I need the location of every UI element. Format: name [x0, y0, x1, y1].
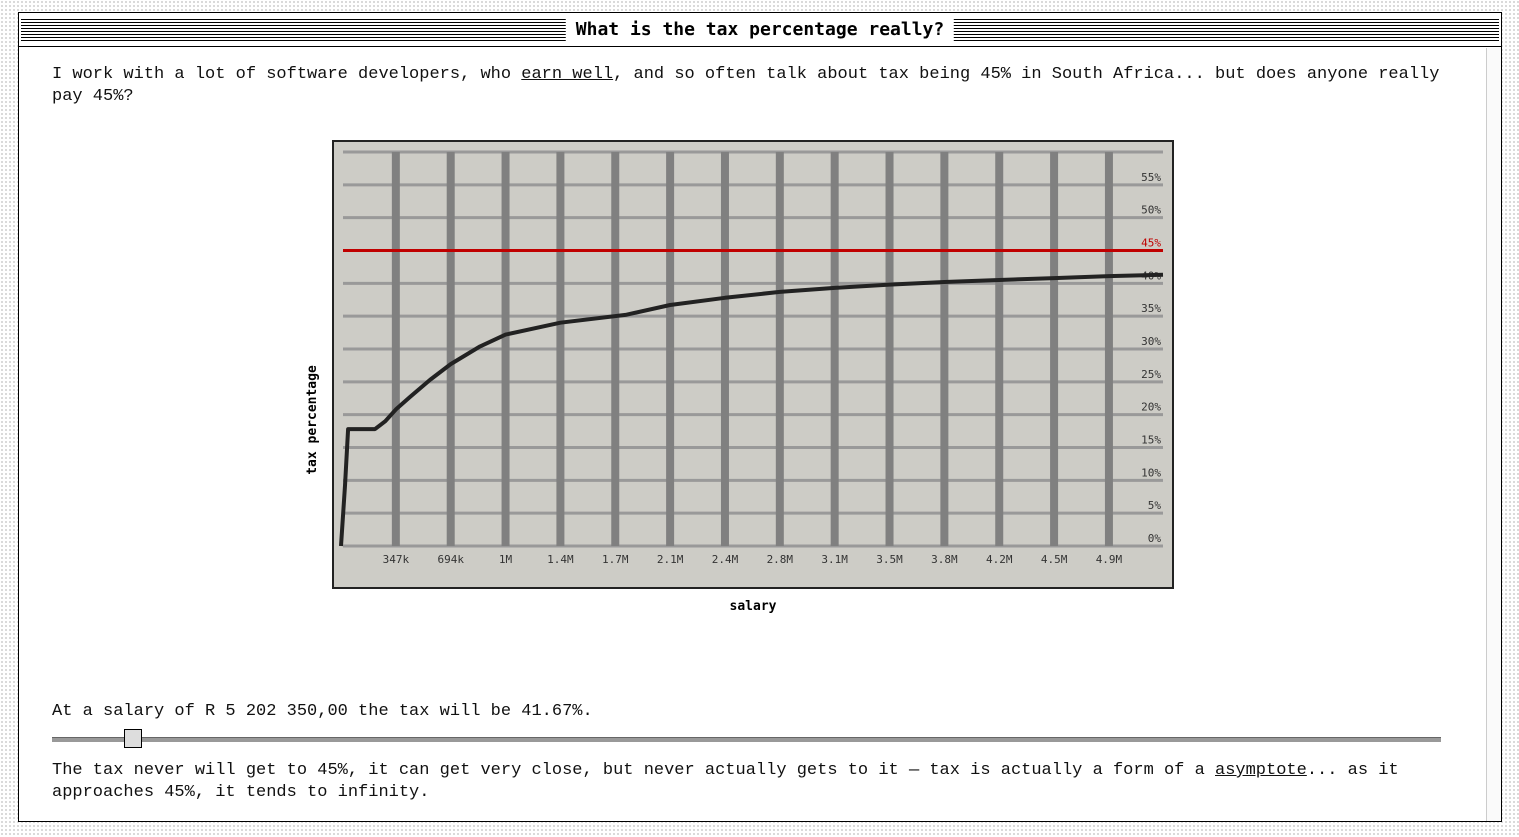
x-tick-label: 347k: [383, 553, 410, 566]
y-tick-label: 20%: [1141, 401, 1161, 414]
outro: The tax never will get to 45%, it can ge…: [52, 760, 1447, 804]
result: At a salary of R 5 202 350,00 the tax wi…: [52, 702, 593, 721]
text: I work with a lot of software developers…: [52, 65, 522, 84]
x-tick-label: 1.4M: [547, 553, 574, 566]
x-tick-label: 3.1M: [821, 553, 848, 566]
y-tick-label: 15%: [1141, 434, 1161, 447]
y-tick-label: 50%: [1141, 204, 1161, 217]
x-tick-label: 2.4M: [712, 553, 739, 566]
y-tick-label: 25%: [1141, 368, 1161, 381]
y-axis-label: tax percentage: [305, 365, 320, 475]
plot-frame: [332, 140, 1174, 589]
x-tick-label: 3.8M: [931, 553, 958, 566]
title-bar: What is the tax percentage really?: [19, 13, 1501, 47]
y-tick-label: 0%: [1148, 532, 1162, 545]
window-title: What is the tax percentage really?: [565, 17, 955, 43]
y-tick-label: 55%: [1141, 171, 1161, 184]
y-tick-label: 30%: [1141, 335, 1161, 348]
link[interactable]: asymptote: [1215, 761, 1307, 780]
chart: tax percentage salary 0% 5% 10% 15% 20% 25% 30…: [305, 140, 1174, 614]
y-tick-label: 5%: [1148, 499, 1162, 512]
x-tick-label: 4.2M: [986, 553, 1013, 566]
x-axis-label: salary: [730, 599, 777, 614]
intro: I work with a lot of software developers…: [52, 64, 1447, 108]
x-tick-label: 4.9M: [1096, 553, 1123, 566]
data-line: [339, 272, 1164, 547]
link[interactable]: earn well: [521, 65, 614, 84]
x-tick-label: 3.5M: [876, 553, 903, 566]
x-tick-label: 694k: [437, 553, 464, 566]
text: The tax never will get to 45%, it can ge…: [52, 761, 1215, 780]
x-tick-label: 2.8M: [767, 553, 794, 566]
y-tick-label: 10%: [1141, 466, 1161, 479]
slider-thumb[interactable]: [124, 729, 142, 748]
slider[interactable]: [52, 729, 1441, 748]
x-tick-label: 1M: [499, 553, 513, 566]
text: , and so often talk about tax being 45% …: [52, 65, 1440, 106]
y-tick-label: 35%: [1141, 302, 1161, 315]
scrollbar[interactable]: [1486, 48, 1501, 821]
x-tick-label: 1.7M: [602, 553, 629, 566]
text: ... as it approaches 45%, it tends to in…: [52, 761, 1399, 802]
x-tick-label: 2.1M: [657, 553, 684, 566]
x-tick-label: 4.5M: [1041, 553, 1068, 566]
y-tick-label: 45%: [1141, 237, 1161, 250]
